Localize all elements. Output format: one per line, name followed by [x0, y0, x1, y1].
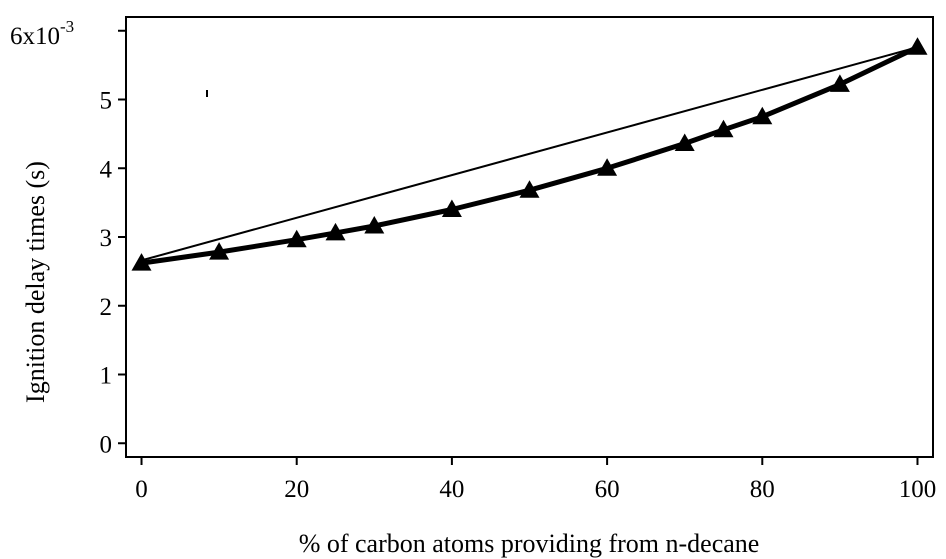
y-multiplier-base: 6 — [10, 23, 23, 50]
y-axis-multiplier: 6x10-3 — [10, 17, 74, 50]
plot-area-border — [125, 16, 934, 458]
x-tick-label: 40 — [439, 476, 464, 503]
data-point-marker — [131, 253, 152, 271]
series-layer — [131, 37, 928, 271]
data-point-marker — [752, 106, 773, 125]
y-axis-title: Ignition delay times (s) — [21, 161, 50, 403]
x-tick-label: 100 — [899, 476, 937, 503]
data-point-marker — [829, 74, 850, 92]
x-tick-label: 20 — [284, 476, 309, 503]
data-point-marker — [325, 222, 346, 241]
data-point-marker — [907, 37, 928, 55]
series-line-2 — [141, 46, 918, 262]
y-axis: 0 1 2 3 4 5 — [100, 29, 126, 458]
y-multiplier-text: x10 — [23, 23, 61, 50]
y-tick-label: 1 — [100, 363, 113, 390]
data-point-marker — [597, 158, 618, 176]
y-tick-label: 0 — [100, 431, 113, 458]
x-tick-label: 60 — [595, 476, 620, 503]
data-point-marker — [441, 199, 462, 217]
y-tick-label: 4 — [100, 156, 113, 183]
y-tick-label: 3 — [100, 225, 113, 252]
plot-frame — [125, 16, 934, 458]
data-point-marker — [713, 119, 734, 138]
x-axis-title: % of carbon atoms providing from n-decan… — [299, 529, 760, 558]
x-tick-label: 0 — [135, 476, 148, 503]
data-point-marker — [364, 216, 385, 234]
data-point-marker — [674, 133, 695, 151]
data-point-marker — [286, 229, 307, 248]
data-point-marker — [519, 180, 540, 198]
data-point-marker — [209, 242, 230, 260]
y-tick-label: 5 — [100, 88, 113, 115]
y-tick-label: 2 — [100, 294, 113, 321]
x-axis: 0 20 40 60 80 100 — [135, 457, 936, 503]
y-multiplier-exponent: -3 — [60, 17, 74, 36]
x-tick-label: 80 — [750, 476, 775, 503]
